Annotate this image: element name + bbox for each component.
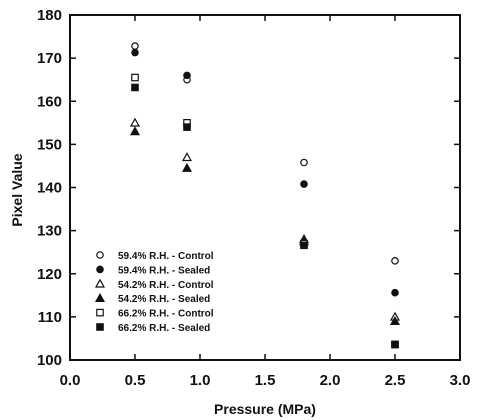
legend-label: 59.4% R.H. - Control bbox=[118, 251, 214, 262]
x-tick-label: 0.0 bbox=[60, 372, 81, 389]
x-tick-label: 2.5 bbox=[385, 372, 406, 389]
y-axis-title: Pixel Value bbox=[9, 153, 25, 226]
x-tick-label: 3.0 bbox=[450, 372, 471, 389]
legend-entry: 66.2% R.H. - Sealed bbox=[96, 323, 210, 334]
data-point bbox=[131, 48, 139, 57]
x-tick-label: 0.5 bbox=[125, 372, 146, 389]
x-tick-label: 1.5 bbox=[255, 372, 276, 389]
y-tick-label: 140 bbox=[37, 180, 62, 197]
legend-marker bbox=[96, 323, 104, 331]
legend: 59.4% R.H. - Control 59.4% R.H. - Sealed 5… bbox=[94, 251, 214, 334]
x-tick-label: 2.0 bbox=[320, 372, 341, 389]
legend-label: 59.4% R.H. - Sealed bbox=[118, 265, 210, 276]
data-points bbox=[129, 42, 401, 349]
data-point bbox=[391, 288, 399, 297]
series-2 bbox=[131, 48, 399, 297]
y-tick-label: 180 bbox=[37, 7, 62, 24]
legend-marker bbox=[96, 265, 104, 274]
legend-label: 54.2% R.H. - Control bbox=[118, 280, 214, 291]
data-point bbox=[391, 257, 399, 265]
y-tick-label: 100 bbox=[37, 352, 62, 369]
data-point bbox=[129, 126, 141, 136]
x-axis-title: Pressure (MPa) bbox=[214, 401, 316, 417]
y-tick-label: 170 bbox=[37, 50, 62, 67]
data-point bbox=[131, 42, 139, 50]
legend-marker bbox=[96, 308, 104, 317]
data-point bbox=[181, 162, 193, 172]
data-point bbox=[391, 340, 399, 349]
legend-entry: 66.2% R.H. - Control bbox=[96, 308, 214, 320]
data-point bbox=[300, 180, 308, 188]
data-point bbox=[131, 83, 139, 92]
legend-entry: 54.2% R.H. - Sealed bbox=[94, 292, 210, 305]
axis-ticks bbox=[69, 14, 461, 361]
y-tick-label: 130 bbox=[37, 223, 62, 240]
data-point bbox=[183, 71, 191, 80]
y-tick-label: 110 bbox=[38, 309, 62, 326]
data-point bbox=[131, 73, 139, 82]
series-1 bbox=[131, 42, 399, 265]
legend-marker bbox=[94, 278, 106, 288]
legend-entry: 59.4% R.H. - Sealed bbox=[96, 265, 210, 276]
data-point bbox=[129, 117, 141, 127]
x-tick-label: 1.0 bbox=[190, 372, 211, 389]
legend-entry: 59.4% R.H. - Control bbox=[96, 251, 214, 262]
data-point bbox=[389, 315, 401, 325]
legend-label: 54.2% R.H. - Sealed bbox=[118, 294, 210, 305]
legend-marker bbox=[96, 251, 104, 259]
x-axis-tick-labels: 0.0 0.5 1.0 1.5 2.0 2.5 3.0 bbox=[60, 372, 471, 389]
data-point bbox=[183, 123, 191, 131]
legend-label: 66.2% R.H. - Control bbox=[118, 309, 214, 320]
legend-marker bbox=[94, 292, 106, 302]
y-tick-label: 150 bbox=[37, 136, 62, 153]
data-point bbox=[300, 241, 308, 250]
y-tick-label: 120 bbox=[37, 266, 62, 283]
series-5 bbox=[131, 73, 399, 349]
legend-label: 66.2% R.H. - Sealed bbox=[118, 323, 210, 334]
data-point bbox=[181, 152, 193, 162]
plot-area: 0.0 0.5 1.0 1.5 2.0 2.5 3.0 100 110 120 130 140 150… bbox=[37, 7, 470, 389]
legend-entry: 54.2% R.H. - Control bbox=[94, 278, 214, 291]
y-tick-label: 160 bbox=[37, 93, 62, 110]
y-axis-tick-labels: 100 110 120 130 140 150 160 170 180 bbox=[37, 7, 62, 369]
series-6 bbox=[131, 83, 399, 349]
data-point bbox=[300, 158, 308, 167]
